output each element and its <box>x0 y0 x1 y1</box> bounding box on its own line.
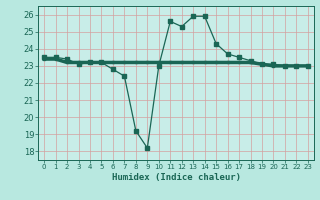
X-axis label: Humidex (Indice chaleur): Humidex (Indice chaleur) <box>111 173 241 182</box>
